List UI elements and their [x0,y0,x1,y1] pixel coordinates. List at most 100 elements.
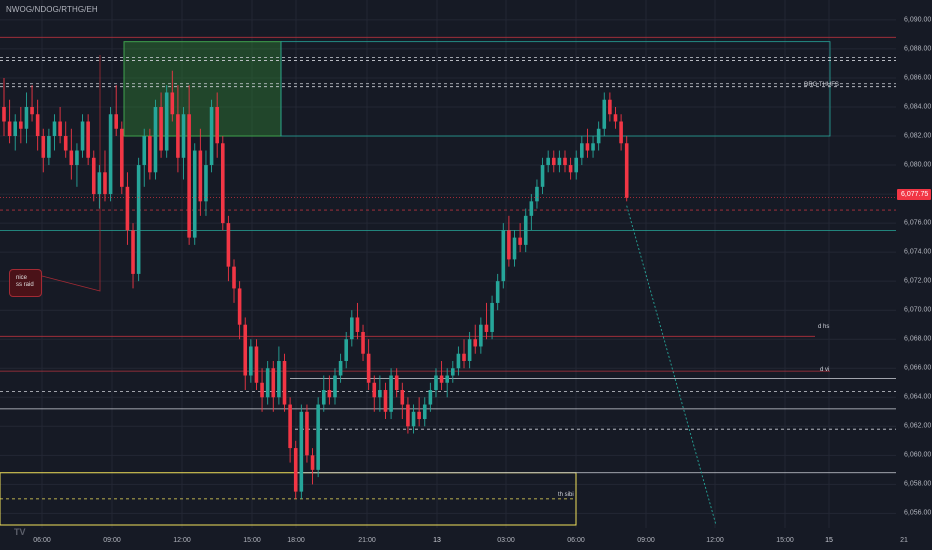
candle-body [187,114,191,238]
candle-body [591,143,595,151]
time-tick-label: 21 [900,537,908,544]
price-axis[interactable] [896,0,932,550]
candle-body [282,360,287,405]
symbol-title[interactable]: NWOG/NDOG/RTHG/EH [6,5,98,14]
candle-body [69,150,74,166]
candle-body [30,106,34,115]
candle-body [439,375,444,383]
time-tick-label: 12:00 [706,537,724,544]
candle-body [585,143,590,151]
time-tick-label: 09:00 [103,537,121,544]
callout-connector [41,55,101,292]
candle-body [7,121,12,137]
candle-body [484,324,489,332]
candle-body [378,390,382,398]
candle-body [232,266,236,289]
candle-body [204,165,208,202]
candle-body [125,186,130,231]
price-tick-label: 6,056.00 [904,509,932,517]
candle-body [551,157,556,166]
price-tick-label: 6,064.00 [904,393,932,401]
candle-body [63,136,68,151]
price-tick-label: 6,090.00 [904,16,932,24]
candle-body [580,143,584,158]
candle-body [507,230,511,260]
candle-body [220,143,225,224]
time-tick-label: 12:00 [173,537,191,544]
candle-body [490,302,494,332]
candle-body [103,172,107,195]
candle-body [327,390,332,398]
candle-body [568,165,573,173]
candle-body [226,223,231,267]
candle-body [316,404,320,470]
price-tick-label: 6,086.00 [904,74,932,82]
candle-body [13,121,18,137]
callout-note[interactable]: nice ss raid [9,269,42,297]
candle-body [428,390,433,405]
candle-body [108,114,113,195]
candle-body [2,106,6,122]
candle-body [456,353,461,369]
candle-body [293,448,298,492]
candle-body [271,368,276,398]
candle-body [131,230,135,274]
candle-body [383,390,388,412]
candle-body [344,339,349,361]
candle-body [176,114,180,158]
candle-body [120,128,124,187]
price-tick-label: 6,060.00 [904,451,932,459]
price-tick-label: 6,074.00 [904,248,932,256]
candle-body [535,186,539,202]
candle-body [181,114,186,158]
candle-body [164,92,169,151]
candle-body [97,172,102,195]
price-tick-label: 6,088.00 [904,45,932,53]
price-tick-label: 6,058.00 [904,480,932,488]
projection-line [626,205,717,526]
candle-body [518,237,522,245]
time-tick-label: 06:00 [33,537,51,544]
last-price-badge: 6,077.75 [897,189,931,200]
zone-label-top: DRG THUFS [804,82,839,88]
price-tick-label: 6,072.00 [904,277,932,285]
candle-body [136,165,141,274]
candle-body [417,411,421,420]
candle-body [75,150,79,166]
time-tick-label: 03:00 [497,537,515,544]
candle-body [523,215,528,245]
candle-body [277,360,281,398]
candle-body [305,411,309,456]
price-tick-label: 6,084.00 [904,103,932,111]
candle-body [80,121,85,151]
candle-body [299,411,304,492]
candle-body [35,114,40,137]
candle-body [350,317,354,340]
candle-body [540,165,545,187]
candle-body [596,128,601,144]
candle-body [265,368,270,398]
candle-body [153,106,158,173]
candle-body [237,288,242,325]
candle-body [394,375,399,391]
candle-body [249,346,253,376]
candle-body [159,106,163,151]
time-axis[interactable] [0,528,896,550]
level-label-dhs: d hs [818,324,830,330]
candle-body [608,99,612,115]
candle-body [372,382,377,398]
candle-body [512,237,517,260]
time-tick-label: 15:00 [776,537,794,544]
candle-body [243,324,248,376]
candle-body [170,92,175,115]
candle-body [310,455,315,470]
candle-body [366,353,371,383]
candle-body [389,375,393,412]
time-tick-label: 06:00 [567,537,585,544]
candle-body [574,157,579,173]
candle-body [41,136,46,158]
candle-body [142,136,147,166]
candle-body [451,368,455,376]
